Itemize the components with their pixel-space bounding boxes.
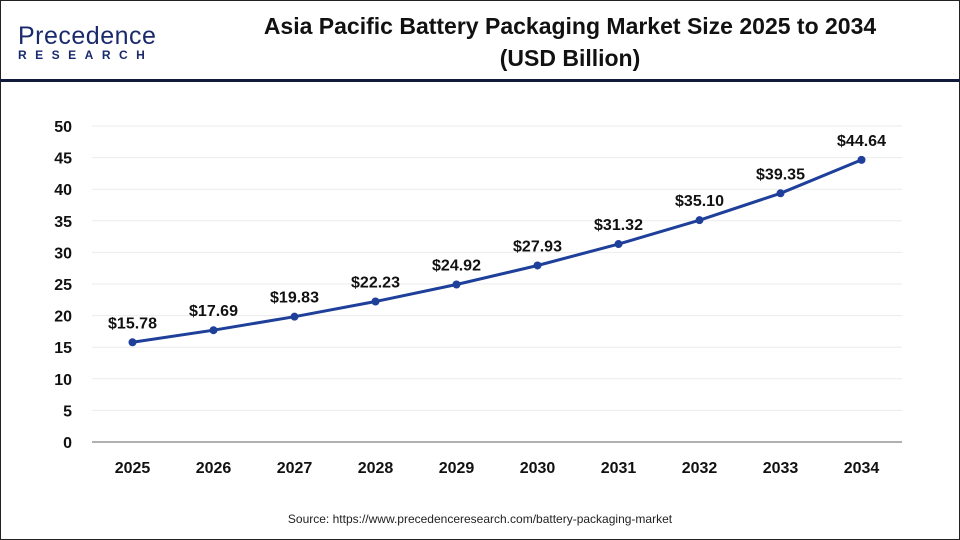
x-tick-label: 2030 bbox=[520, 460, 556, 477]
x-tick-label: 2029 bbox=[439, 460, 475, 477]
x-tick-label: 2026 bbox=[196, 460, 232, 477]
data-label: $22.23 bbox=[351, 275, 400, 292]
data-label: $19.83 bbox=[270, 290, 319, 307]
x-tick-label: 2032 bbox=[682, 460, 718, 477]
data-point bbox=[533, 261, 542, 270]
data-label: $35.10 bbox=[675, 193, 724, 210]
y-tick-label: 35 bbox=[54, 214, 72, 231]
data-point bbox=[695, 216, 704, 225]
chart-title: Asia Pacific Battery Packaging Market Si… bbox=[200, 10, 940, 74]
title-line-2: (USD Billion) bbox=[499, 45, 641, 71]
y-tick-label: 25 bbox=[54, 277, 72, 294]
data-point bbox=[776, 189, 785, 198]
logo: Precedence RESEARCH bbox=[18, 22, 156, 62]
y-tick-label: 10 bbox=[54, 372, 72, 389]
data-label: $44.64 bbox=[837, 133, 886, 150]
data-point bbox=[614, 240, 623, 249]
x-tick-label: 2034 bbox=[844, 460, 880, 477]
data-label: $24.92 bbox=[432, 258, 481, 275]
y-tick-label: 50 bbox=[54, 119, 72, 136]
y-tick-label: 20 bbox=[54, 309, 72, 326]
data-label: $17.69 bbox=[189, 303, 238, 320]
y-tick-label: 30 bbox=[54, 245, 72, 262]
series-line bbox=[132, 158, 863, 344]
header-divider bbox=[0, 79, 960, 82]
y-tick-label: 0 bbox=[63, 435, 72, 452]
data-point bbox=[452, 280, 461, 289]
data-point bbox=[290, 312, 299, 321]
data-label: $15.78 bbox=[108, 315, 157, 332]
data-point bbox=[857, 155, 866, 164]
y-tick-label: 40 bbox=[54, 182, 72, 199]
data-label: $31.32 bbox=[594, 217, 643, 234]
title-line-1: Asia Pacific Battery Packaging Market Si… bbox=[263, 13, 877, 39]
y-tick-label: 15 bbox=[54, 340, 72, 357]
x-tick-label: 2027 bbox=[277, 460, 313, 477]
source-note: Source: https://www.precedenceresearch.c… bbox=[287, 512, 673, 526]
data-label: $27.93 bbox=[513, 238, 562, 255]
x-tick-label: 2031 bbox=[601, 460, 637, 477]
logo-subtext: RESEARCH bbox=[18, 48, 154, 62]
data-point bbox=[371, 297, 380, 306]
data-label: $39.35 bbox=[756, 166, 805, 183]
data-point bbox=[209, 326, 218, 335]
x-tick-label: 2028 bbox=[358, 460, 394, 477]
y-tick-label: 45 bbox=[54, 151, 72, 168]
x-tick-label: 2033 bbox=[763, 460, 799, 477]
data-point bbox=[128, 338, 137, 347]
y-tick-label: 5 bbox=[63, 403, 72, 420]
x-tick-label: 2025 bbox=[115, 460, 151, 477]
logo-text: Precedence bbox=[18, 22, 157, 50]
